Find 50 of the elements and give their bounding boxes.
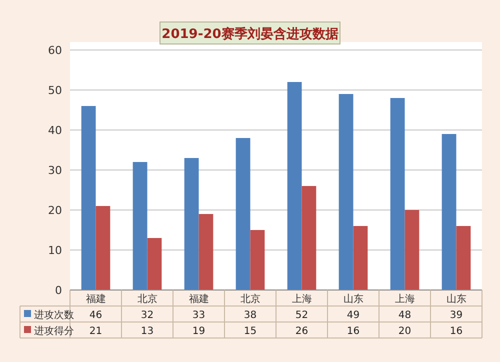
x-tick-label: 山东 xyxy=(343,293,364,305)
bar xyxy=(250,230,265,290)
x-tick-label: 上海 xyxy=(394,293,415,305)
data-label: 20 xyxy=(398,326,412,337)
y-tick-label: 20 xyxy=(48,204,62,217)
x-tick-label: 上海 xyxy=(292,293,312,305)
data-label: 15 xyxy=(244,326,257,337)
bar xyxy=(236,138,250,290)
bar xyxy=(287,82,302,290)
data-label: 48 xyxy=(398,310,412,321)
data-label: 16 xyxy=(450,326,463,337)
bar xyxy=(456,226,471,290)
data-label: 38 xyxy=(244,310,257,321)
data-label: 33 xyxy=(192,310,206,321)
bar xyxy=(198,214,214,290)
bar xyxy=(96,206,110,290)
data-label: 46 xyxy=(89,310,102,321)
bar xyxy=(442,134,456,290)
data-label: 32 xyxy=(140,310,154,321)
x-tick-label: 山东 xyxy=(446,293,466,305)
x-tick-label: 北京 xyxy=(240,293,260,305)
y-tick-label: 50 xyxy=(48,84,62,97)
bar xyxy=(353,226,368,290)
x-tick-label: 福建 xyxy=(86,293,106,305)
data-label: 19 xyxy=(192,326,206,337)
y-tick-label: 0 xyxy=(55,284,62,297)
bar xyxy=(184,158,199,290)
data-label: 26 xyxy=(295,326,308,337)
data-label: 16 xyxy=(346,326,360,337)
data-label: 13 xyxy=(140,326,154,337)
data-label: 21 xyxy=(89,326,102,337)
chart-title: 2019-20赛季刘晏含进攻数据 xyxy=(162,26,338,42)
x-tick-label: 福建 xyxy=(188,293,209,305)
legend-label: 进攻次数 xyxy=(34,309,74,321)
bar xyxy=(302,186,316,290)
y-tick-label: 60 xyxy=(48,44,62,57)
bar xyxy=(81,106,96,290)
y-tick-label: 40 xyxy=(48,124,62,137)
data-label: 52 xyxy=(295,310,308,321)
legend-label: 进攻得分 xyxy=(34,325,74,337)
bar xyxy=(390,98,405,290)
data-label: 39 xyxy=(450,310,463,321)
y-tick-label: 10 xyxy=(48,244,62,257)
x-tick-label: 北京 xyxy=(137,293,158,305)
bar xyxy=(404,210,420,290)
data-label: 49 xyxy=(346,310,360,321)
bar xyxy=(147,238,162,290)
bar xyxy=(338,94,354,290)
bar xyxy=(132,162,148,290)
y-tick-label: 30 xyxy=(48,164,62,177)
